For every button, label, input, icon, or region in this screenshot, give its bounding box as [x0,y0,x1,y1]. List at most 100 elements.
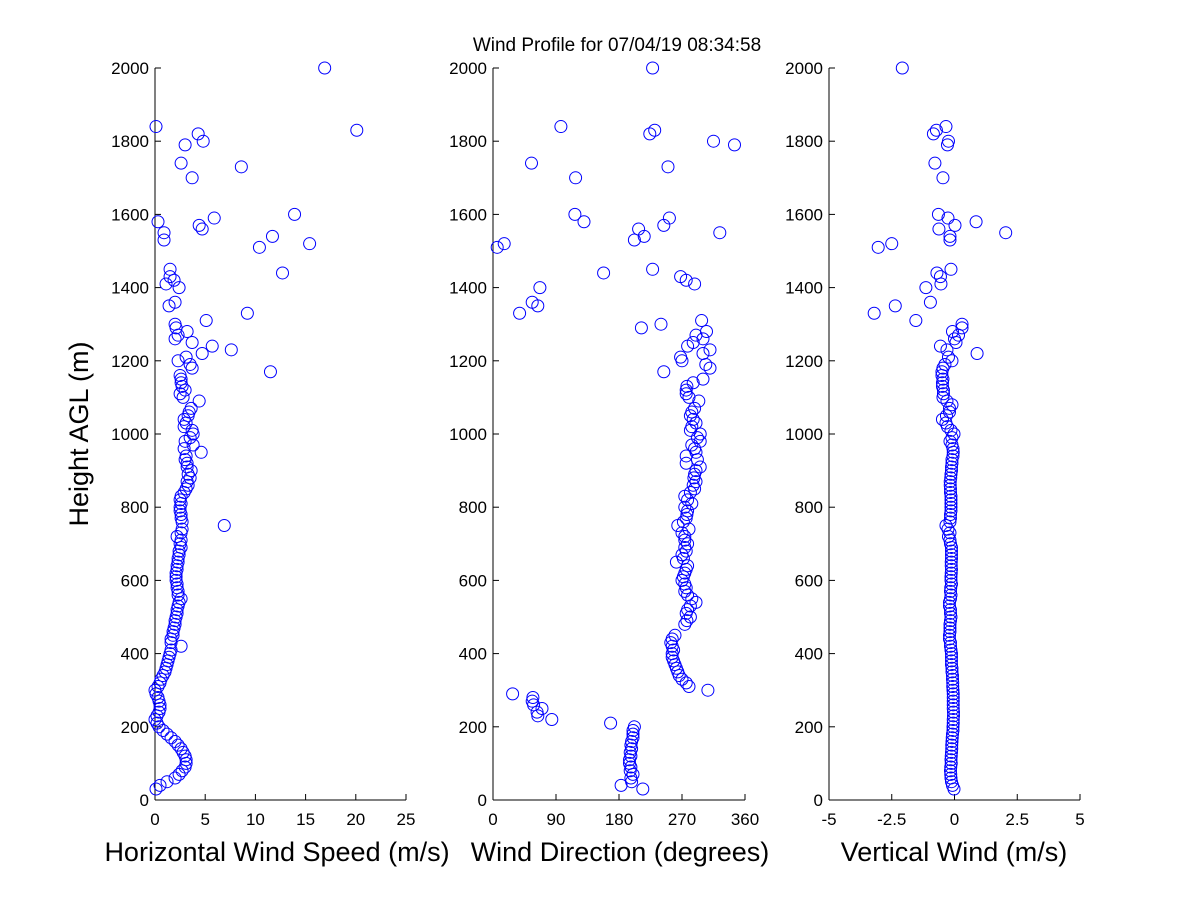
data-point [946,720,960,734]
data-point [701,683,715,697]
data-point [944,570,958,584]
data-point [497,237,511,251]
data-point [205,339,219,353]
y-tick-label: 1000 [111,425,149,444]
data-point [199,314,213,328]
data-point [678,533,692,547]
data-point [943,486,957,500]
data-point [930,266,944,280]
data-point [678,500,692,514]
data-point [693,427,707,441]
data-point [172,281,186,295]
y-axis-label: Height AGL (m) [64,341,94,526]
data-point [926,127,940,141]
data-point [166,628,180,642]
data-point [679,676,693,690]
data-point [941,134,955,148]
data-point [173,368,187,382]
data-point [152,720,166,734]
vertical-wind-panel: 0 200 400 600 800 1000 1200 1400 1600 1800 2000 -5 -… [785,59,1085,867]
data-point [946,698,960,712]
data-point [942,401,956,415]
data-point [945,669,959,683]
data-point [945,438,959,452]
data-point [192,218,206,232]
figure-title: Wind Profile for 07/04/19 08:34:58 [473,35,761,56]
data-point [170,562,184,576]
data-point [928,156,942,170]
data-point [946,723,960,737]
y-tick-label: 2000 [111,59,149,78]
data-point [943,617,957,631]
data-point [678,529,692,543]
data-point [943,584,957,598]
x-tick-label: 360 [731,810,759,829]
data-point [944,544,958,558]
data-point [184,464,198,478]
data-point [685,497,699,511]
data-point [946,694,960,708]
data-point [688,401,702,415]
y-tick-label: 1800 [449,132,487,151]
data-point [623,756,636,770]
data-point [943,606,957,620]
data-point [185,171,199,185]
data-point [944,647,958,661]
x-tick-label: -2.5 [877,810,906,829]
data-point [944,504,958,518]
data-point [946,705,960,719]
data-point [171,738,185,752]
data-point [490,240,504,254]
data-point [943,639,957,653]
data-point [183,357,197,371]
data-point [525,295,539,309]
data-point [867,306,881,320]
data-point [871,240,885,254]
data-point [690,431,704,445]
x-tick-label: 5 [1075,810,1084,829]
data-point [935,379,949,393]
data-point [944,464,958,478]
data-point [185,361,199,375]
data-point [943,614,957,628]
data-point [554,120,568,134]
y-tick-label: 200 [795,718,823,737]
y-tick-label: 600 [121,571,149,590]
data-point [627,233,641,247]
data-point [955,321,969,335]
data-point [683,610,697,624]
data-point [941,350,955,364]
data-point [936,361,950,375]
data-point [180,456,194,470]
data-point [195,222,209,236]
data-point [675,526,689,540]
data-point [665,650,679,664]
data-point [157,226,171,240]
data-point [149,782,163,796]
data-point [686,412,700,426]
data-point [177,412,191,426]
data-point [657,365,671,379]
data-point [646,262,660,276]
data-point [668,628,682,642]
data-point [696,372,710,386]
data-point [944,493,958,507]
data-point [946,709,960,723]
data-point [682,680,696,694]
data-point [174,511,188,525]
data-point [157,233,171,247]
x-axis-label: Wind Direction (degrees) [471,837,770,867]
x-tick-label: 10 [246,810,265,829]
data-point [153,778,167,792]
data-point [944,548,958,562]
data-point [164,731,178,745]
data-point [151,691,165,705]
data-point [942,632,956,646]
data-point [545,712,559,726]
data-point [945,431,959,445]
data-point [944,610,958,624]
y-tick-label: 800 [795,498,823,517]
data-point [148,683,162,697]
data-point [944,555,958,569]
data-point [943,764,957,778]
